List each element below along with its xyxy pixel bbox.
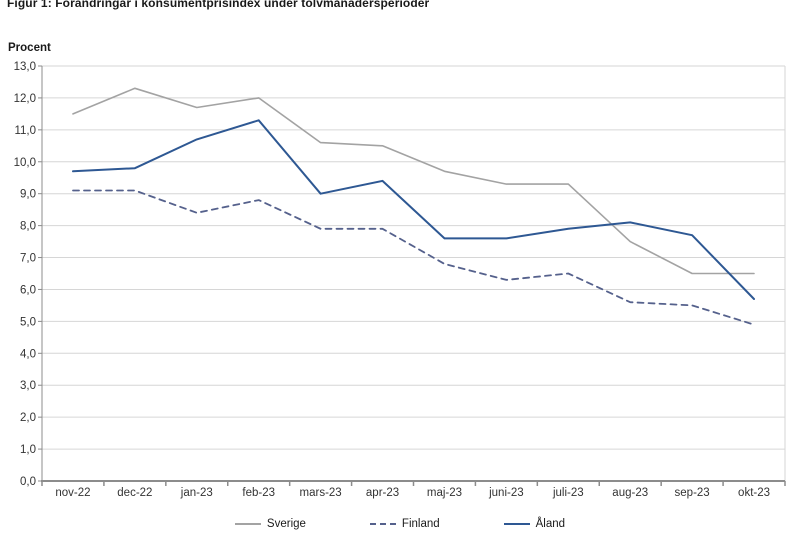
x-tick-label: dec-22 (117, 487, 152, 499)
y-tick-label: 7,0 (20, 253, 36, 265)
x-tick-label: aug-23 (612, 487, 648, 499)
y-tick-label: 2,0 (20, 412, 36, 424)
x-tick-label: mars-23 (300, 487, 342, 499)
x-tick-label: juli-23 (552, 487, 584, 499)
finland-line-sample-icon (369, 522, 396, 525)
legend-label-sverige: Sverige (266, 517, 306, 530)
y-tick-label: 13,0 (14, 61, 36, 73)
y-tick-label: 10,0 (14, 157, 36, 169)
x-tick-label: sep-23 (675, 487, 710, 499)
y-tick-label: 5,0 (20, 316, 36, 328)
y-tick-label: 3,0 (20, 380, 36, 392)
legend-item-finland: Finland (369, 517, 440, 530)
legend-label-aland: Åland (535, 517, 566, 530)
y-tick-label: 8,0 (20, 221, 36, 233)
y-tick-label: 9,0 (20, 189, 36, 201)
legend-item-aland: Åland (503, 517, 566, 530)
x-tick-label: feb-23 (242, 487, 275, 499)
x-tick-label: okt-23 (738, 487, 770, 499)
x-tick-label: maj-23 (427, 487, 462, 499)
chart-legend: Sverige Finland Åland (0, 514, 800, 533)
x-tick-label: apr-23 (366, 487, 399, 499)
sverige-line-sample-icon (234, 522, 261, 525)
x-tick-label: juni-23 (488, 487, 524, 499)
y-axis-title: Procent (8, 42, 51, 54)
legend-label-finland: Finland (401, 517, 440, 530)
chart-title: Figur 1: Förändringar i konsumentprisind… (7, 0, 430, 10)
aland-line-sample-icon (503, 522, 530, 525)
y-tick-label: 0,0 (20, 476, 36, 488)
legend-item-sverige: Sverige (234, 517, 306, 530)
series-line-sverige (72, 87, 755, 275)
series-line-finland (72, 189, 755, 326)
y-tick-label: 4,0 (20, 348, 36, 360)
series-line-åland (72, 119, 755, 300)
y-tick-label: 11,0 (14, 125, 36, 137)
x-tick-label: nov-22 (55, 487, 90, 499)
y-tick-label: 1,0 (20, 444, 36, 456)
x-tick-label: jan-23 (180, 487, 213, 499)
y-tick-label: 12,0 (14, 93, 36, 105)
y-tick-label: 6,0 (20, 284, 36, 296)
